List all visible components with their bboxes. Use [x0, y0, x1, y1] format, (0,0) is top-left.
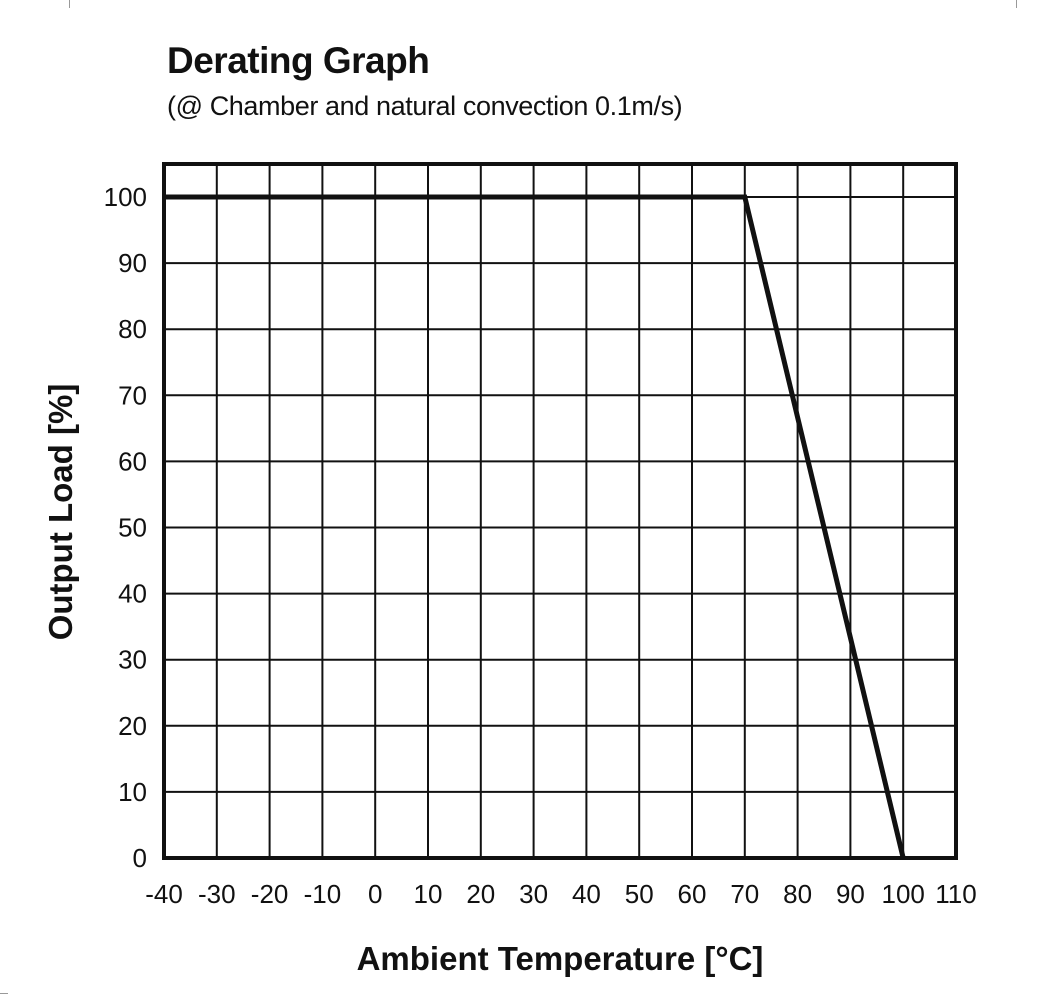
y-tick-label: 10 — [118, 777, 147, 807]
derating-curve — [164, 194, 906, 859]
y-tick-label: 60 — [118, 446, 147, 476]
y-axis-label: Output Load [%] — [42, 384, 79, 641]
y-tick-label: 20 — [118, 711, 147, 741]
x-tick-label: 90 — [836, 879, 865, 909]
x-tick-label: 30 — [519, 879, 548, 909]
x-tick-label: 50 — [625, 879, 654, 909]
crop-mark-top-right — [1016, 0, 1017, 8]
y-tick-label: 40 — [118, 579, 147, 609]
y-tick-label: 50 — [118, 513, 147, 543]
x-tick-label: 110 — [935, 879, 976, 909]
y-tick-label: 70 — [118, 380, 147, 410]
series-group — [164, 194, 906, 859]
x-tick-label: -30 — [198, 879, 236, 909]
x-tick-label: 60 — [678, 879, 707, 909]
x-tick-label: -10 — [304, 879, 342, 909]
x-tick-label: 70 — [730, 879, 759, 909]
y-tick-label: 100 — [104, 182, 147, 212]
y-tick-label: 0 — [133, 843, 147, 873]
y-tick-label: 30 — [118, 645, 147, 675]
crop-mark-top-left — [69, 0, 70, 8]
x-tick-label: 10 — [414, 879, 443, 909]
x-tick-label: 80 — [783, 879, 812, 909]
y-tick-labels: 0 10 20 30 40 50 60 70 80 90 100 — [104, 182, 147, 873]
x-tick-label: 0 — [368, 879, 382, 909]
x-tick-label: 40 — [572, 879, 601, 909]
chart-title: Derating Graph — [167, 40, 430, 81]
x-tick-label: -20 — [251, 879, 289, 909]
chart-subtitle: (@ Chamber and natural convection 0.1m/s… — [167, 91, 683, 121]
grid-lines — [164, 164, 956, 858]
x-tick-label: -40 — [145, 879, 183, 909]
plot-frame — [162, 162, 958, 860]
crop-mark-bottom-left — [0, 993, 8, 994]
x-tick-label: 100 — [882, 879, 925, 909]
x-tick-label: 20 — [466, 879, 495, 909]
y-tick-label: 90 — [118, 248, 147, 278]
x-tick-labels: -40 -30 -20 -10 0 10 20 30 40 50 60 70 80 90 100 110 — [145, 879, 977, 909]
x-axis-label: Ambient Temperature [°C] — [357, 940, 764, 977]
y-tick-label: 80 — [118, 314, 147, 344]
